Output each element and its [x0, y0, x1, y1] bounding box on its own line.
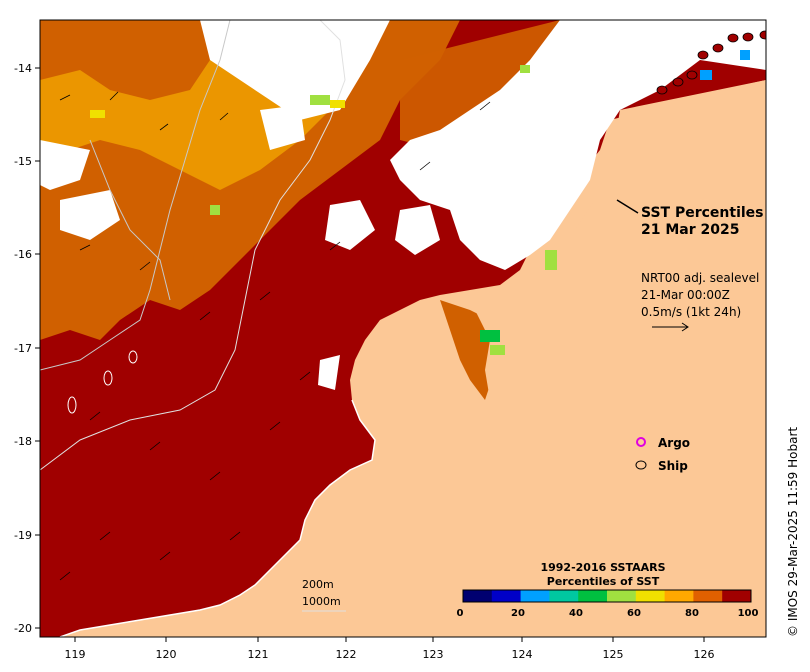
colorbar-swatch [722, 590, 752, 602]
x-tick-label: 125 [603, 648, 624, 661]
scale-arrow [652, 322, 689, 332]
contour-inner [89, 139, 171, 301]
x-tick-label: 119 [65, 648, 86, 661]
map-title: SST Percentiles [641, 205, 764, 221]
x-tick-label: 124 [512, 648, 533, 661]
argo-marker [636, 437, 646, 447]
y-tick-label: -15 [14, 155, 32, 168]
current-source: NRT00 adj. sealevel [641, 271, 759, 285]
contour-label-200m: 200m [302, 578, 334, 591]
x-tick-label: 122 [336, 648, 357, 661]
coastal-land-ne [560, 80, 766, 300]
sst-speckles [90, 50, 750, 355]
coastline [59, 399, 376, 637]
colorbar [462, 589, 752, 603]
colorbar-border [462, 589, 752, 603]
colorbar-subtitle: Percentiles of SST [547, 575, 660, 588]
colorbar-swatch [491, 590, 522, 602]
current-time: 21-Mar 00:00Z [641, 288, 730, 302]
y-axis-labels: -14 -15 -16 -17 -18 -19 -20 [14, 62, 32, 635]
contour-200m [40, 20, 231, 371]
colorbar-swatch [635, 590, 666, 602]
argo-label: Argo [658, 436, 690, 450]
y-axis [35, 67, 40, 629]
colorbar-swatch [549, 590, 579, 602]
x-tick-label: 123 [423, 648, 444, 661]
y-tick-label: -18 [14, 435, 32, 448]
x-tick-label: 121 [248, 648, 269, 661]
current-scale: 0.5m/s (1kt 24h) [641, 305, 741, 319]
x-axis [74, 637, 705, 642]
colorbar-swatch [463, 590, 493, 602]
colorbar-tick: 20 [511, 608, 525, 619]
current-arrows [59, 91, 491, 581]
colorbar-tick: 80 [685, 608, 699, 619]
x-axis-labels: 119 120 121 122 123 124 125 126 [65, 648, 715, 661]
y-tick-label: -16 [14, 248, 32, 261]
credit-text: © IMOS 29-Mar-2025 11:59 Hobart [786, 427, 800, 637]
ocean-sst-dark-orange-2 [40, 20, 230, 100]
map-plot-area [40, 20, 766, 637]
title-pointer [616, 199, 639, 214]
plot-frame [39, 19, 767, 638]
eddy-ring [103, 370, 113, 386]
eddy-ring [128, 350, 138, 364]
colorbar-swatch [664, 590, 694, 602]
colorbar-tick: 60 [627, 608, 641, 619]
map-date: 21 Mar 2025 [641, 222, 739, 238]
cloud-mask [40, 20, 766, 390]
colorbar-swatch [578, 590, 608, 602]
eddy-ring [67, 396, 77, 414]
colorbar-tick: 100 [738, 608, 759, 619]
y-tick-label: -17 [14, 342, 32, 355]
colorbar-swatch [693, 590, 723, 602]
contour-1000m [40, 20, 346, 471]
colorbar-tick: 0 [457, 608, 464, 619]
peninsula-land [470, 300, 600, 400]
colorbar-title: 1992-2016 SSTAARS [540, 561, 665, 574]
colorbar-swatch [607, 590, 637, 602]
ship-marker [635, 460, 647, 470]
y-tick-label: -20 [14, 622, 32, 635]
colorbar-ticks: 0 20 40 60 80 100 [457, 608, 759, 619]
x-tick-label: 120 [156, 648, 177, 661]
ship-markers [656, 30, 766, 95]
colorbar-swatch [520, 590, 550, 602]
y-tick-label: -19 [14, 529, 32, 542]
x-tick-label: 126 [694, 648, 715, 661]
y-tick-label: -14 [14, 62, 32, 75]
contour-label-1000m: 1000m [302, 595, 341, 608]
colorbar-tick: 40 [569, 608, 583, 619]
ship-label: Ship [658, 459, 688, 473]
